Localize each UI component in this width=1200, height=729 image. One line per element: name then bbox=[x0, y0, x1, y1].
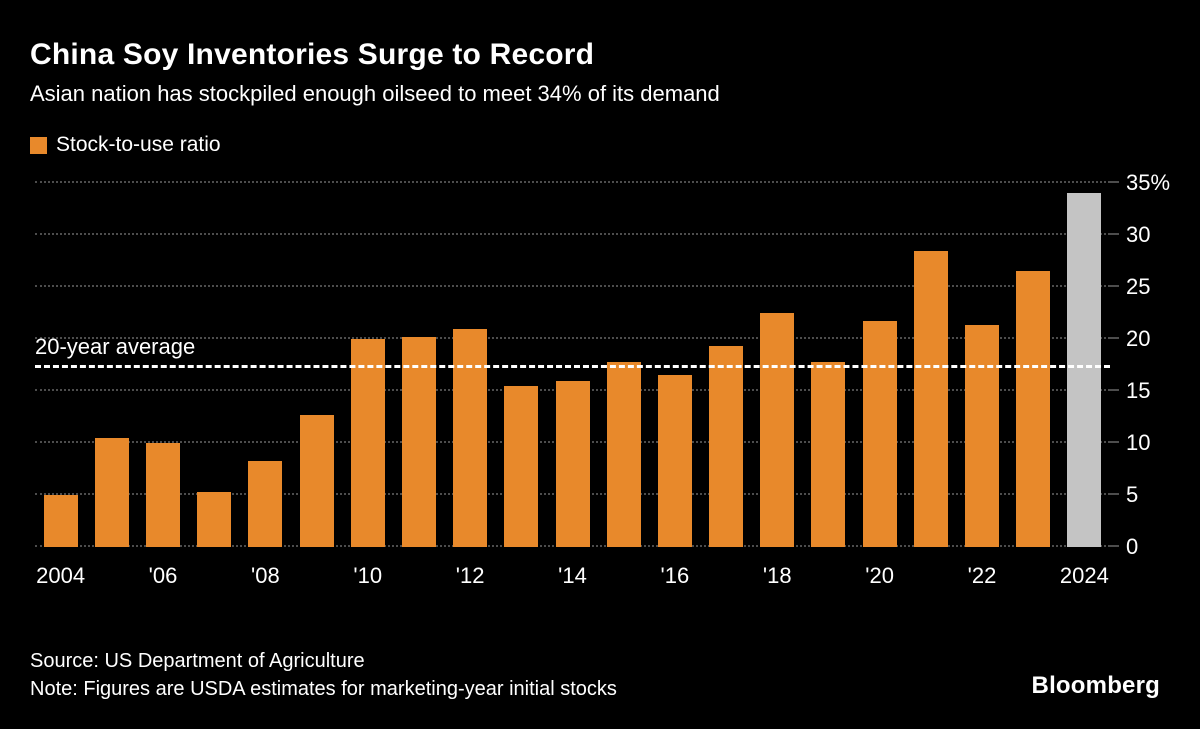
average-line-label: 20-year average bbox=[35, 334, 196, 360]
x-axis-label: '06 bbox=[148, 563, 178, 588]
y-axis-label: 10 bbox=[1126, 430, 1151, 455]
x-axis-label: '16 bbox=[660, 563, 690, 588]
y-axis-label: 35% bbox=[1126, 170, 1171, 195]
legend-label: Stock-to-use ratio bbox=[56, 133, 221, 156]
bar-2008 bbox=[248, 460, 283, 547]
bar-2004 bbox=[43, 495, 78, 547]
bar-2022 bbox=[965, 325, 1000, 547]
gridline bbox=[35, 181, 1110, 183]
y-axis-tick bbox=[1110, 233, 1119, 235]
bar-2005 bbox=[94, 437, 129, 547]
gridline bbox=[35, 233, 1110, 235]
gridline bbox=[35, 285, 1110, 287]
average-line bbox=[35, 365, 1110, 369]
note-text: Note: Figures are USDA estimates for mar… bbox=[30, 678, 617, 700]
bar-2016 bbox=[657, 375, 692, 547]
plot-area: 0 5 10 15 20 25 30 35% 2004 '06 '08 '10 '12 '14 '16 '18… bbox=[35, 170, 1170, 588]
source-text: Source: US Department of Agriculture bbox=[30, 650, 365, 672]
bar-2020 bbox=[862, 321, 897, 547]
x-axis-label: '14 bbox=[558, 563, 587, 588]
y-axis-label: 30 bbox=[1126, 222, 1151, 247]
y-axis-tick bbox=[1110, 285, 1119, 287]
y-axis-label: 15 bbox=[1126, 378, 1151, 403]
chart-title: China Soy Inventories Surge to Record bbox=[30, 38, 595, 71]
bar-2011 bbox=[401, 336, 436, 547]
bar-2018 bbox=[760, 313, 795, 547]
x-axis-label: '08 bbox=[251, 563, 280, 588]
bar-2010 bbox=[350, 339, 385, 547]
bar-2015 bbox=[606, 361, 641, 547]
bar-2017 bbox=[709, 346, 744, 547]
legend: Stock-to-use ratio bbox=[30, 133, 221, 157]
x-axis-label: 2004 bbox=[36, 563, 86, 588]
y-axis-tick bbox=[1110, 337, 1119, 339]
x-axis-label: '18 bbox=[762, 563, 792, 588]
bar-2021 bbox=[913, 250, 948, 547]
legend-swatch-icon bbox=[30, 136, 47, 154]
bar-2014 bbox=[555, 380, 590, 547]
bar-2019 bbox=[811, 361, 846, 547]
bloomberg-logo: Bloomberg bbox=[1031, 672, 1160, 699]
y-axis-tick bbox=[1110, 181, 1119, 183]
y-axis-tick bbox=[1110, 441, 1119, 443]
y-axis-label: 20 bbox=[1126, 326, 1151, 351]
y-axis-tick bbox=[1110, 545, 1119, 547]
y-axis-tick bbox=[1110, 389, 1119, 391]
bar-2013 bbox=[504, 385, 539, 547]
bar-2007 bbox=[197, 491, 232, 547]
bar-2006 bbox=[145, 443, 180, 547]
x-axis-label: '22 bbox=[967, 563, 997, 588]
x-axis-label: 2024 bbox=[1059, 563, 1109, 588]
bar-2024 bbox=[1067, 193, 1102, 547]
x-axis-label: '10 bbox=[353, 563, 383, 588]
x-axis-label: '20 bbox=[865, 563, 894, 588]
gridline bbox=[35, 337, 1110, 339]
bar-2012 bbox=[453, 328, 488, 547]
y-axis-tick bbox=[1110, 493, 1119, 495]
y-axis-label: 25 bbox=[1126, 274, 1151, 299]
chart-subtitle: Asian nation has stockpiled enough oilse… bbox=[30, 81, 720, 106]
x-axis-label: '12 bbox=[455, 563, 485, 588]
bar-2023 bbox=[1016, 271, 1051, 547]
y-axis-label: 0 bbox=[1126, 534, 1139, 559]
y-axis-label: 5 bbox=[1126, 482, 1139, 507]
bar-2009 bbox=[299, 414, 334, 547]
